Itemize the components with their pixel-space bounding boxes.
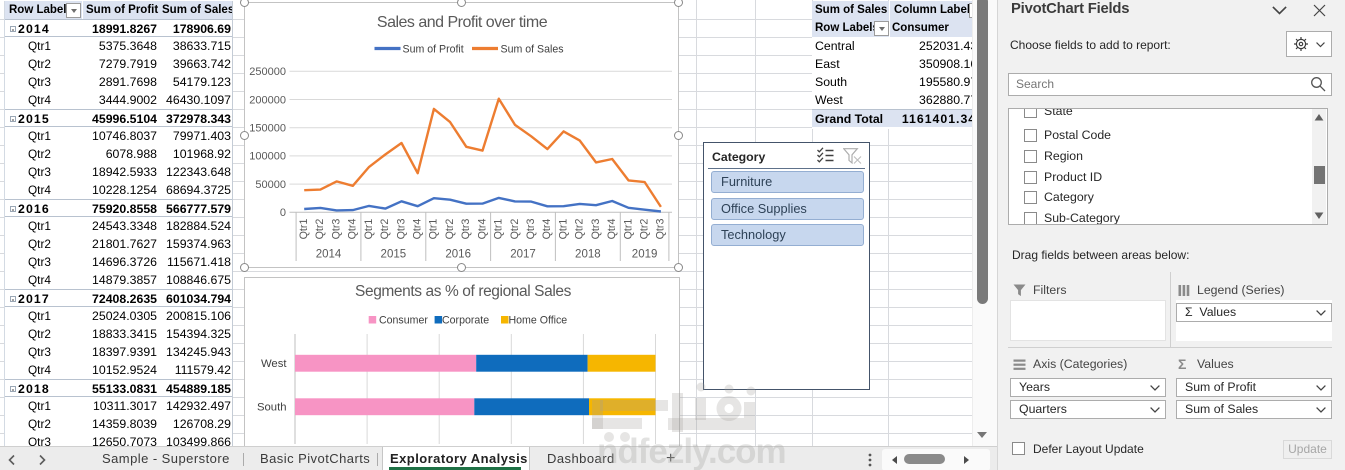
svg-text:200000: 200000 bbox=[249, 94, 286, 106]
svg-text:West: West bbox=[261, 358, 287, 370]
svg-text:Qtr2: Qtr2 bbox=[379, 219, 391, 240]
svg-text:Qtr4: Qtr4 bbox=[476, 219, 488, 240]
svg-text:Qtr4: Qtr4 bbox=[412, 219, 424, 240]
svg-text:Qtr1: Qtr1 bbox=[557, 219, 569, 240]
svg-text:Qtr1: Qtr1 bbox=[428, 219, 440, 240]
svg-text:Qtr4: Qtr4 bbox=[347, 219, 359, 240]
svg-text:Qtr2: Qtr2 bbox=[444, 219, 456, 240]
svg-text:Segments as % of regional Sale: Segments as % of regional Sales bbox=[355, 283, 572, 300]
svg-text:South: South bbox=[257, 402, 287, 414]
svg-text:250000: 250000 bbox=[249, 66, 286, 78]
svg-text:Qtr3: Qtr3 bbox=[460, 219, 472, 240]
svg-text:Qtr2: Qtr2 bbox=[509, 219, 521, 240]
svg-text:Qtr3: Qtr3 bbox=[590, 219, 602, 240]
svg-text:100000: 100000 bbox=[249, 151, 286, 163]
svg-text:Qtr1: Qtr1 bbox=[493, 219, 505, 240]
svg-text:2018: 2018 bbox=[575, 249, 601, 261]
svg-text:Qtr1: Qtr1 bbox=[298, 219, 310, 240]
svg-text:Qtr2: Qtr2 bbox=[314, 219, 326, 240]
svg-text:2017: 2017 bbox=[510, 249, 536, 261]
svg-text:Qtr1: Qtr1 bbox=[363, 219, 375, 240]
svg-text:2014: 2014 bbox=[316, 249, 342, 261]
svg-text:Qtr4: Qtr4 bbox=[606, 219, 618, 240]
svg-text:2019: 2019 bbox=[632, 249, 658, 261]
svg-text:Consumer: Consumer bbox=[379, 315, 428, 327]
svg-text:Qtr4: Qtr4 bbox=[541, 219, 553, 240]
svg-text:Qtr1: Qtr1 bbox=[622, 219, 634, 240]
svg-text:Sum of Sales: Sum of Sales bbox=[501, 44, 564, 56]
svg-text:150000: 150000 bbox=[249, 123, 286, 135]
svg-text:Corporate: Corporate bbox=[442, 315, 489, 327]
svg-text:0: 0 bbox=[280, 207, 286, 219]
svg-text:Qtr3: Qtr3 bbox=[395, 219, 407, 240]
svg-text:Qtr3: Qtr3 bbox=[330, 219, 342, 240]
svg-text:Qtr2: Qtr2 bbox=[639, 219, 651, 240]
svg-text:2016: 2016 bbox=[445, 249, 471, 261]
svg-text:2015: 2015 bbox=[381, 249, 407, 261]
svg-text:Sum of Profit: Sum of Profit bbox=[403, 44, 464, 56]
svg-text:Home Office: Home Office bbox=[509, 315, 568, 327]
svg-text:50000: 50000 bbox=[255, 179, 286, 191]
svg-text:Qtr3: Qtr3 bbox=[525, 219, 537, 240]
svg-text:Qtr3: Qtr3 bbox=[655, 219, 667, 240]
svg-text:Sales and Profit over time: Sales and Profit over time bbox=[377, 14, 548, 31]
svg-text:Qtr2: Qtr2 bbox=[574, 219, 586, 240]
